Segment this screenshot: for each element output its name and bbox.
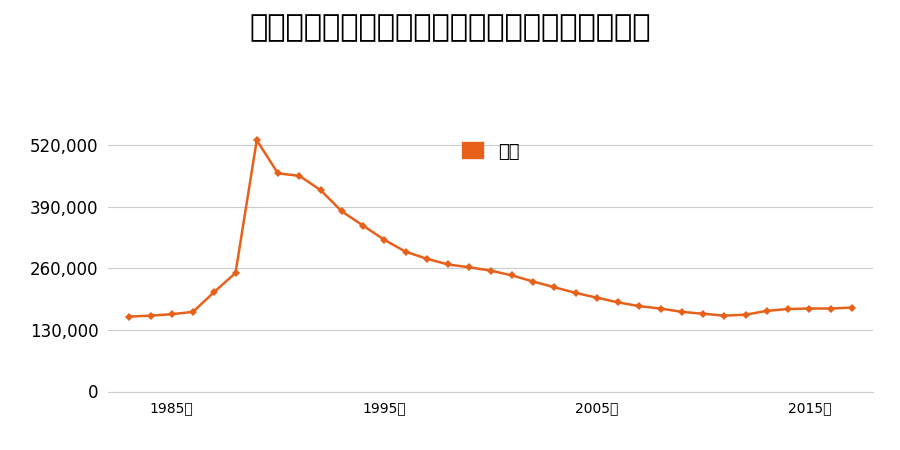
価格	[634, 303, 644, 309]
価格	[804, 306, 814, 311]
価格	[761, 308, 772, 314]
価格	[825, 306, 836, 311]
価格	[719, 313, 730, 318]
価格	[166, 311, 177, 317]
価格	[443, 262, 454, 267]
価格	[124, 314, 135, 319]
価格	[677, 309, 688, 315]
価格	[400, 249, 411, 254]
価格	[591, 295, 602, 300]
価格	[527, 279, 538, 284]
価格	[357, 223, 368, 228]
価格	[230, 270, 241, 276]
価格	[251, 138, 262, 143]
価格	[613, 300, 624, 305]
価格	[698, 311, 708, 316]
価格	[485, 268, 496, 273]
価格	[337, 209, 347, 214]
価格	[379, 237, 390, 243]
Legend: 価格: 価格	[454, 135, 526, 168]
価格	[273, 171, 284, 176]
価格	[740, 312, 751, 317]
価格	[464, 265, 474, 270]
Text: 東京都町田市森野４丁目２５１番１６の地価推移: 東京都町田市森野４丁目２５１番１６の地価推移	[249, 14, 651, 42]
価格	[209, 289, 220, 295]
価格	[315, 187, 326, 193]
価格	[421, 256, 432, 261]
価格	[294, 173, 305, 179]
価格	[507, 273, 517, 278]
価格	[570, 290, 580, 296]
価格	[846, 305, 857, 310]
価格	[549, 284, 560, 290]
価格	[783, 306, 794, 312]
Line: 価格: 価格	[127, 137, 854, 320]
価格	[145, 313, 156, 318]
価格	[655, 306, 666, 311]
価格	[187, 309, 198, 315]
